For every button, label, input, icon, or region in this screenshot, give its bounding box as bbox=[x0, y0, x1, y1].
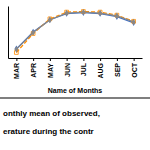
x-tick-label: MAY bbox=[47, 63, 54, 78]
series-marker bbox=[31, 29, 35, 35]
x-tick-label: JUL bbox=[80, 62, 87, 76]
series-marker bbox=[132, 19, 136, 25]
x-tick-mark bbox=[83, 58, 84, 61]
x-axis: MAR APR MAY JUN JUL AUG SEP OCT bbox=[9, 58, 143, 79]
x-tick-mark bbox=[33, 58, 34, 61]
x-tick-mark bbox=[16, 58, 17, 61]
series-marker bbox=[98, 10, 102, 16]
series-marker bbox=[82, 9, 86, 15]
x-tick: MAR bbox=[13, 58, 20, 79]
series-marker bbox=[15, 46, 19, 52]
series-marker bbox=[82, 10, 86, 16]
x-tick-label: AUG bbox=[97, 62, 104, 78]
chart: MAR APR MAY JUN JUL AUG SEP OCT Name of Months on… bbox=[0, 0, 150, 150]
x-tick: APR bbox=[30, 58, 37, 78]
x-tick: SEP bbox=[114, 58, 121, 77]
x-tick-label: APR bbox=[30, 63, 37, 78]
caption: onthly mean of observed, bbox=[3, 109, 100, 118]
x-tick: JUN bbox=[64, 58, 71, 77]
caption: erature during the contr bbox=[3, 127, 94, 136]
y-axis bbox=[8, 7, 9, 59]
x-tick-label: SEP bbox=[114, 63, 121, 77]
x-tick: OCT bbox=[131, 58, 138, 78]
x-tick: MAY bbox=[47, 58, 54, 78]
x-tick-mark bbox=[100, 58, 101, 61]
y-axis-line bbox=[8, 7, 9, 59]
plot-area bbox=[15, 9, 136, 54]
x-axis-line bbox=[9, 58, 143, 59]
series-marker bbox=[48, 17, 52, 23]
series-line bbox=[16, 13, 133, 49]
x-tick-mark bbox=[117, 58, 118, 61]
series-line bbox=[16, 12, 133, 49]
separator bbox=[0, 97, 150, 98]
x-tick-label: MAR bbox=[13, 63, 20, 79]
x-tick-label: OCT bbox=[131, 62, 138, 78]
x-tick-mark bbox=[50, 58, 51, 61]
series-marker bbox=[98, 10, 102, 16]
series-marker bbox=[115, 13, 119, 19]
series-line bbox=[16, 12, 133, 53]
series-marker bbox=[65, 10, 69, 16]
x-tick: JUL bbox=[80, 58, 87, 76]
x-tick-mark bbox=[134, 58, 135, 61]
x-tick-label: JUN bbox=[64, 63, 71, 77]
series-marker bbox=[65, 10, 69, 16]
x-tick: AUG bbox=[97, 58, 104, 79]
series-marker bbox=[48, 17, 52, 23]
x-tick-mark bbox=[67, 58, 68, 61]
x-axis-title: Name of Months bbox=[48, 87, 103, 94]
